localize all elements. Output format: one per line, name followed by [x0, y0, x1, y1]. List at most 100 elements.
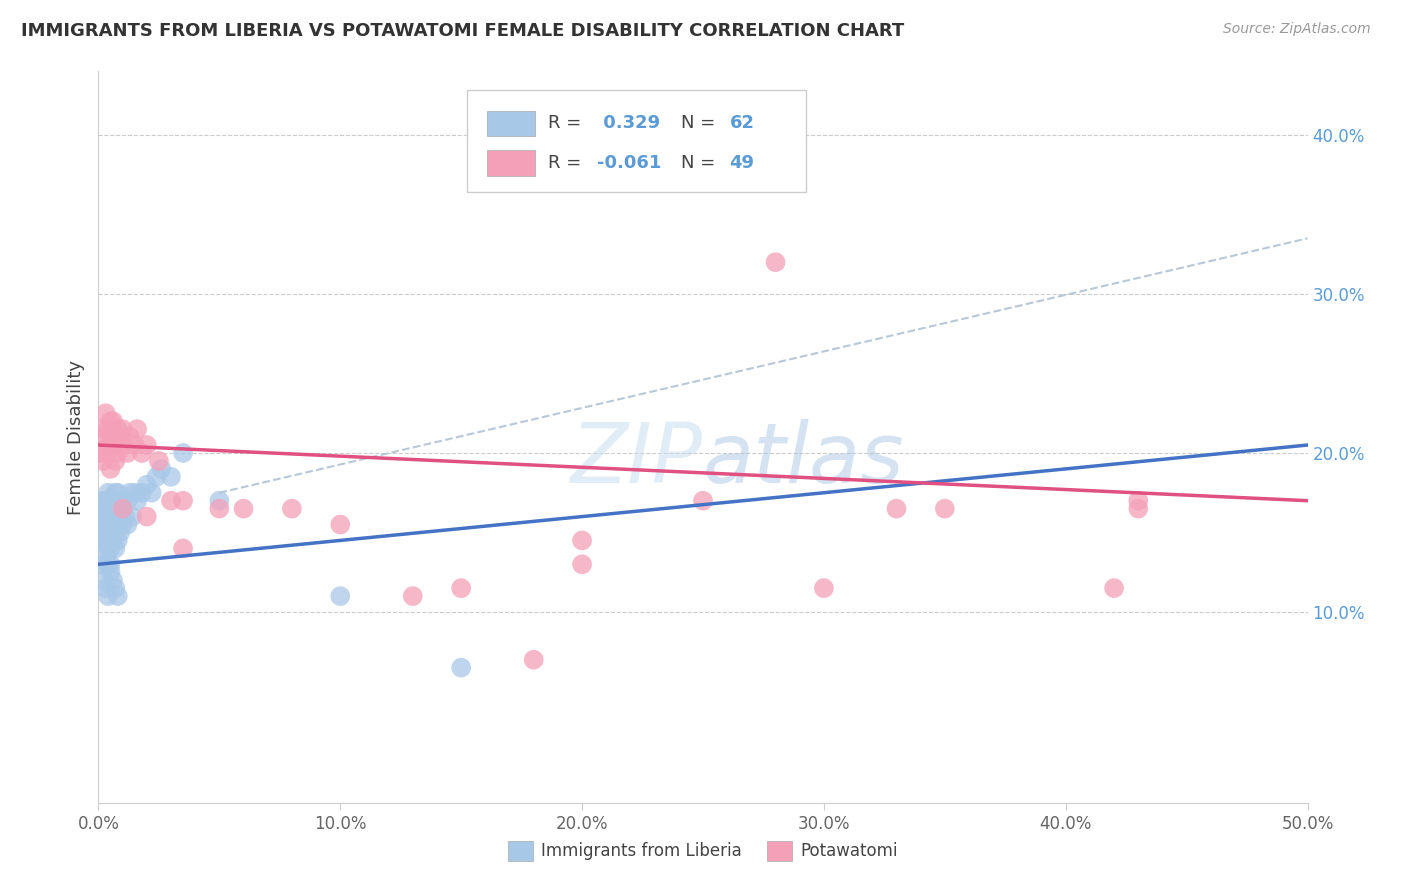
- Point: [90, 517, 112, 532]
- Point: [160, 493, 183, 508]
- Point: [100, 493, 122, 508]
- Point: [934, 501, 956, 516]
- Point: [108, 430, 131, 444]
- Point: [172, 493, 194, 508]
- Point: [97, 422, 120, 436]
- Point: [111, 422, 134, 436]
- Point: [523, 653, 546, 667]
- Point: [329, 589, 352, 603]
- Point: [97, 541, 120, 556]
- Point: [402, 589, 425, 603]
- Point: [107, 509, 129, 524]
- Point: [94, 493, 117, 508]
- Point: [107, 422, 129, 436]
- Point: [886, 501, 908, 516]
- Text: atlas: atlas: [703, 418, 904, 500]
- Point: [450, 660, 472, 674]
- Point: [127, 422, 149, 436]
- Point: [100, 541, 122, 556]
- Point: [108, 501, 131, 516]
- Point: [97, 485, 120, 500]
- Text: N =: N =: [682, 153, 721, 172]
- Point: [114, 509, 136, 524]
- Point: [232, 501, 254, 516]
- Point: [172, 541, 194, 556]
- Point: [208, 493, 231, 508]
- Point: [90, 509, 112, 524]
- FancyBboxPatch shape: [467, 90, 806, 192]
- Point: [91, 573, 114, 587]
- Point: [117, 517, 139, 532]
- Point: [100, 414, 122, 428]
- Text: IMMIGRANTS FROM LIBERIA VS POTAWATOMI FEMALE DISABILITY CORRELATION CHART: IMMIGRANTS FROM LIBERIA VS POTAWATOMI FE…: [21, 22, 904, 40]
- Point: [108, 525, 131, 540]
- Text: 62: 62: [730, 114, 755, 132]
- Point: [104, 430, 127, 444]
- Point: [131, 485, 153, 500]
- Point: [692, 493, 714, 508]
- Point: [97, 517, 120, 532]
- Point: [172, 446, 194, 460]
- Point: [94, 446, 117, 460]
- Point: [101, 414, 124, 428]
- Text: N =: N =: [682, 114, 721, 132]
- Point: [150, 462, 173, 476]
- Point: [94, 430, 117, 444]
- Point: [90, 446, 112, 460]
- Point: [91, 422, 114, 436]
- Point: [91, 558, 114, 572]
- Point: [1102, 581, 1125, 595]
- Point: [111, 517, 134, 532]
- Point: [100, 462, 122, 476]
- Text: R =: R =: [548, 153, 588, 172]
- Point: [208, 501, 231, 516]
- Y-axis label: Female Disability: Female Disability: [66, 359, 84, 515]
- Point: [329, 517, 352, 532]
- Point: [124, 438, 146, 452]
- Text: 0.329: 0.329: [596, 114, 659, 132]
- Text: ZIP: ZIP: [571, 418, 703, 500]
- Point: [104, 517, 127, 532]
- Point: [111, 501, 134, 516]
- Point: [111, 438, 134, 452]
- Point: [94, 533, 117, 548]
- Point: [135, 438, 157, 452]
- Point: [97, 589, 120, 603]
- Point: [571, 558, 593, 572]
- Point: [100, 438, 122, 452]
- Point: [94, 509, 117, 524]
- FancyBboxPatch shape: [486, 111, 534, 136]
- Point: [107, 446, 129, 460]
- Point: [117, 446, 139, 460]
- Point: [1128, 493, 1150, 508]
- Point: [101, 573, 124, 587]
- Point: [121, 509, 143, 524]
- Point: [145, 470, 167, 484]
- Point: [135, 509, 157, 524]
- Point: [94, 549, 117, 564]
- Point: [101, 533, 124, 548]
- Point: [97, 558, 120, 572]
- Point: [118, 430, 141, 444]
- Point: [104, 581, 127, 595]
- Point: [91, 493, 114, 508]
- Point: [104, 485, 127, 500]
- Text: 49: 49: [730, 153, 755, 172]
- Text: -0.061: -0.061: [596, 153, 661, 172]
- Point: [100, 509, 122, 524]
- Point: [97, 501, 120, 516]
- Point: [765, 255, 787, 269]
- Point: [107, 589, 129, 603]
- Point: [90, 533, 112, 548]
- Text: R =: R =: [548, 114, 588, 132]
- Point: [135, 477, 157, 491]
- Point: [148, 454, 170, 468]
- Point: [91, 517, 114, 532]
- Point: [104, 454, 127, 468]
- Point: [97, 438, 120, 452]
- Point: [101, 438, 124, 452]
- Point: [91, 454, 114, 468]
- Point: [100, 558, 122, 572]
- Point: [91, 501, 114, 516]
- Point: [571, 533, 593, 548]
